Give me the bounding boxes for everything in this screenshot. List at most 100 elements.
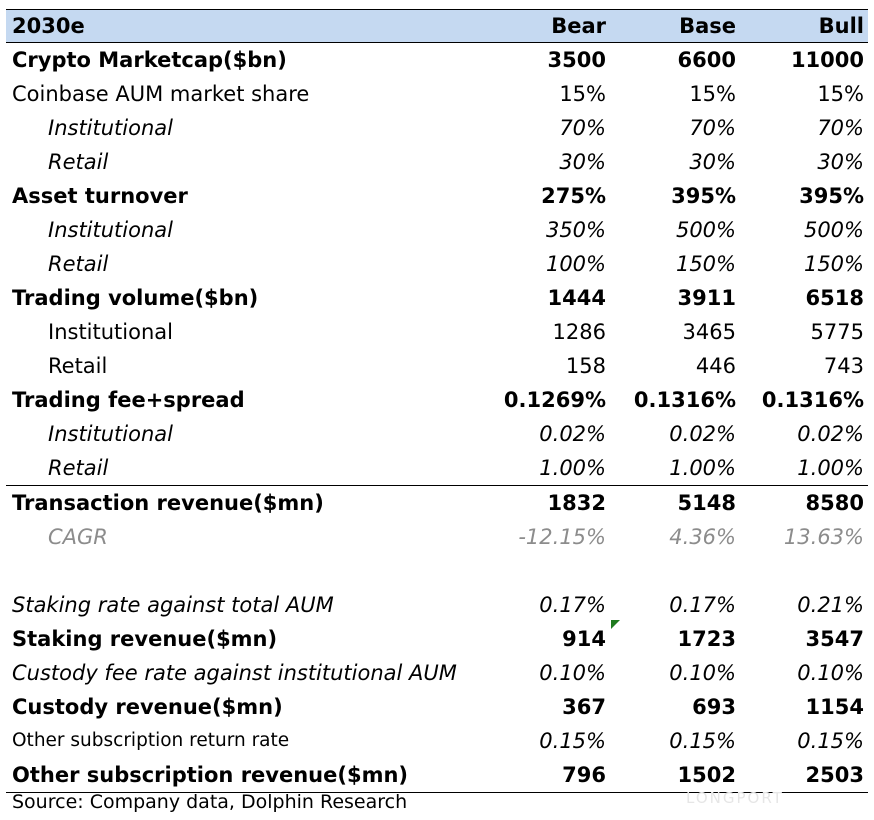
table-row: Crypto Marketcap($bn) 3500 6600 11000 [6, 43, 868, 77]
base-value: 1502 [677, 763, 736, 787]
base-value: 693 [692, 695, 736, 719]
table-row: Coinbase AUM market share 15% 15% 15% [6, 77, 868, 111]
table-row: Transaction revenue($mn) 1832 5148 8580 [6, 485, 868, 520]
table-row: Retail 100% 150% 150% [6, 247, 868, 281]
row-label: Institutional [48, 320, 173, 344]
table-header: 2030e Bear Base Bull [6, 9, 868, 43]
bull-value: 150% [803, 252, 864, 276]
table-row: Trading volume($bn) 1444 3911 6518 [6, 281, 868, 315]
row-label: Transaction revenue($mn) [12, 491, 324, 515]
bull-value: 3547 [805, 627, 864, 651]
base-value: 5148 [677, 491, 736, 515]
bull-value: 0.02% [797, 422, 864, 446]
bull-value: 13.63% [783, 525, 864, 549]
bull-value: 30% [817, 150, 864, 174]
bull-value: 0.21% [797, 593, 864, 617]
bear-value: 914 [562, 627, 606, 651]
bull-value: 1154 [805, 695, 864, 719]
bear-value: 1832 [547, 491, 606, 515]
base-value: 0.10% [669, 661, 736, 685]
row-label: Staking revenue($mn) [12, 627, 278, 651]
table-row: Asset turnover 275% 395% 395% [6, 179, 868, 213]
base-value: 0.02% [669, 422, 736, 446]
table-row: Retail 158 446 743 [6, 349, 868, 383]
table-row: Other subscription revenue($mn) 796 1502… [6, 758, 868, 793]
bull-value: 70% [817, 116, 864, 140]
bull-value: 0.1316% [761, 388, 864, 412]
bull-value: 2503 [805, 763, 864, 787]
base-value: 1.00% [669, 456, 736, 480]
row-label: Retail [48, 150, 109, 174]
bull-value: 743 [823, 354, 864, 378]
bear-value: 0.02% [539, 422, 606, 446]
bear-value: -12.15% [518, 525, 606, 549]
table-row: Institutional 350% 500% 500% [6, 213, 868, 247]
bull-value: 500% [803, 218, 864, 242]
source-note: Source: Company data, Dolphin Research [12, 791, 408, 813]
row-label: Trading fee+spread [12, 388, 245, 412]
bull-value: 1.00% [797, 456, 864, 480]
table-row: CAGR -12.15% 4.36% 13.63% [6, 520, 868, 554]
table-row: Retail 1.00% 1.00% 1.00% [6, 451, 868, 485]
row-label: CAGR [48, 525, 108, 549]
base-value: 150% [675, 252, 736, 276]
base-value: 0.1316% [633, 388, 736, 412]
table-row: Institutional 0.02% 0.02% 0.02% [6, 417, 868, 451]
base-value: 3911 [677, 286, 736, 310]
bear-value: 3500 [547, 48, 606, 72]
base-value: 3465 [682, 320, 736, 344]
bull-value: 15% [817, 82, 864, 106]
row-label: Coinbase AUM market share [12, 82, 310, 106]
row-label: Trading volume($bn) [12, 286, 259, 310]
table-row: Institutional 1286 3465 5775 [6, 315, 868, 349]
bear-value: 1.00% [539, 456, 606, 480]
base-value: 4.36% [669, 525, 736, 549]
bear-value: 1444 [547, 286, 606, 310]
table-row: Custody fee rate against institutional A… [6, 656, 868, 690]
bear-value: 70% [559, 116, 606, 140]
base-value: 30% [689, 150, 736, 174]
row-label: Staking rate against total AUM [12, 593, 334, 617]
bear-value: 0.17% [539, 593, 606, 617]
bear-value: 0.15% [539, 729, 606, 753]
table-row: Retail 30% 30% 30% [6, 145, 868, 179]
bull-value: 0.10% [797, 661, 864, 685]
table-row: Staking revenue($mn) 914 1723 3547 [6, 622, 868, 656]
row-label: Retail [48, 456, 109, 480]
bear-value: 0.1269% [503, 388, 606, 412]
bear-value: 0.10% [539, 661, 606, 685]
row-label: Institutional [48, 116, 173, 140]
header-year: 2030e [12, 14, 85, 38]
table-row: Other subscription return rate 0.15% 0.1… [6, 724, 868, 758]
bull-value: 6518 [805, 286, 864, 310]
bear-value: 1286 [552, 320, 606, 344]
base-value: 395% [671, 184, 736, 208]
header-bull: Bull [818, 14, 864, 38]
base-value: 0.17% [669, 593, 736, 617]
row-label: Institutional [48, 422, 173, 446]
row-label: Other subscription revenue($mn) [12, 763, 409, 787]
table-row: Trading fee+spread 0.1269% 0.1316% 0.131… [6, 383, 868, 417]
bear-value: 30% [559, 150, 606, 174]
blank-row [6, 554, 868, 588]
row-label: Crypto Marketcap($bn) [12, 48, 287, 72]
comment-indicator-icon [611, 620, 620, 629]
bear-value: 158 [565, 354, 606, 378]
bull-value: 0.15% [797, 729, 864, 753]
table-row: Staking rate against total AUM 0.17% 0.1… [6, 588, 868, 622]
bear-value: 350% [545, 218, 606, 242]
base-value: 500% [675, 218, 736, 242]
bull-value: 5775 [810, 320, 864, 344]
row-label: Asset turnover [12, 184, 188, 208]
base-value: 70% [689, 116, 736, 140]
base-value: 446 [695, 354, 736, 378]
row-label: Retail [48, 252, 109, 276]
scenario-table: 2030e Bear Base Bull Crypto Marketcap($b… [6, 9, 868, 793]
row-label: Institutional [48, 218, 173, 242]
base-value: 15% [689, 82, 736, 106]
bull-value: 8580 [805, 491, 864, 515]
bear-value: 367 [562, 695, 606, 719]
table-row: Custody revenue($mn) 367 693 1154 [6, 690, 868, 724]
row-label: Retail [48, 354, 108, 378]
base-value: 6600 [677, 48, 736, 72]
